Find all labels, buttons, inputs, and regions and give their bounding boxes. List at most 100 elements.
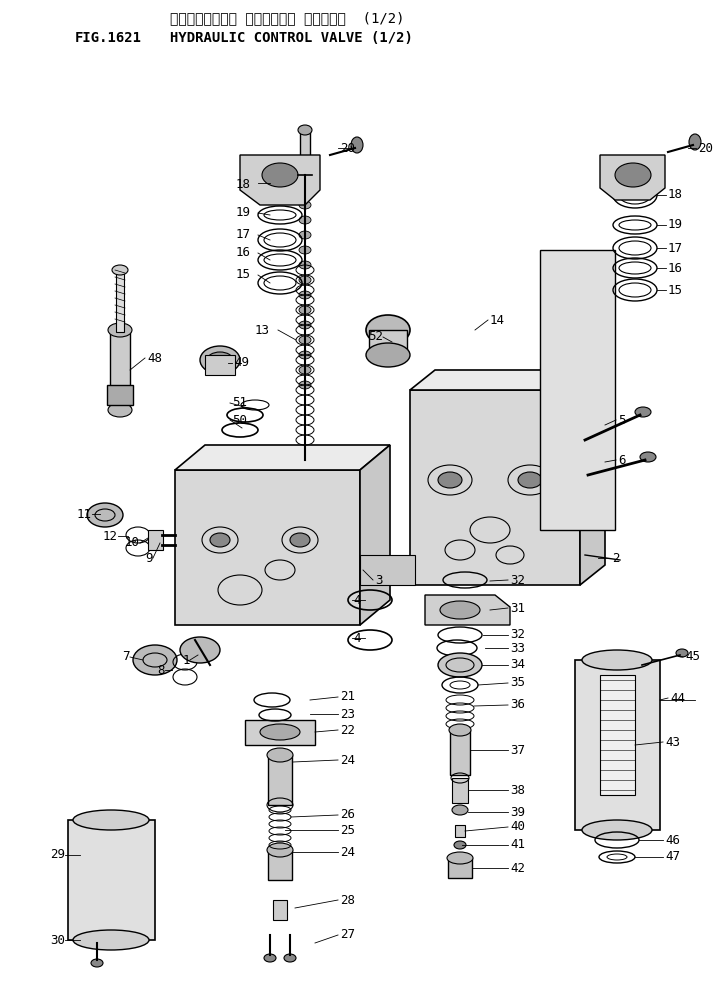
Text: 28: 28 <box>340 893 355 906</box>
Bar <box>450 730 470 775</box>
Bar <box>148 530 163 550</box>
Text: 19: 19 <box>668 218 683 231</box>
Ellipse shape <box>73 810 149 830</box>
Text: 16: 16 <box>236 247 251 260</box>
Ellipse shape <box>299 336 311 344</box>
Text: 1: 1 <box>183 653 190 666</box>
Text: ハイト゚ロリック コントロール パルプ  (1/2): ハイト゚ロリック コントロール パルプ (1/2) <box>170 11 405 25</box>
Text: 4: 4 <box>353 632 360 645</box>
Polygon shape <box>175 470 360 625</box>
Text: 36: 36 <box>510 699 525 711</box>
Text: 17: 17 <box>236 228 251 241</box>
Ellipse shape <box>108 323 132 337</box>
Text: 34: 34 <box>510 658 525 671</box>
Ellipse shape <box>582 650 652 670</box>
Text: 7: 7 <box>122 650 130 663</box>
Ellipse shape <box>299 306 311 314</box>
Polygon shape <box>410 370 605 390</box>
Ellipse shape <box>676 649 688 657</box>
Bar <box>600 675 635 795</box>
Ellipse shape <box>260 724 300 740</box>
Ellipse shape <box>290 533 310 547</box>
Text: 31: 31 <box>510 601 525 614</box>
Ellipse shape <box>635 407 651 417</box>
Ellipse shape <box>299 321 311 329</box>
Bar <box>452 778 468 803</box>
Ellipse shape <box>299 276 311 284</box>
Polygon shape <box>360 445 390 625</box>
Ellipse shape <box>299 231 311 239</box>
Text: 32: 32 <box>510 574 525 586</box>
Text: 44: 44 <box>670 692 685 705</box>
Ellipse shape <box>447 852 473 864</box>
Text: 10: 10 <box>125 536 140 549</box>
Ellipse shape <box>299 201 311 209</box>
Ellipse shape <box>210 533 230 547</box>
Ellipse shape <box>298 125 312 135</box>
Polygon shape <box>540 250 615 530</box>
Text: FIG.1621: FIG.1621 <box>75 31 142 45</box>
Text: 43: 43 <box>665 735 680 749</box>
Text: 3: 3 <box>375 574 382 586</box>
Text: 9: 9 <box>146 551 153 565</box>
Text: 14: 14 <box>490 314 505 327</box>
Text: 24: 24 <box>340 845 355 858</box>
Polygon shape <box>425 595 510 625</box>
Polygon shape <box>245 720 315 745</box>
Text: 5: 5 <box>618 413 625 426</box>
Ellipse shape <box>366 315 410 345</box>
Ellipse shape <box>452 805 468 815</box>
Ellipse shape <box>87 503 123 527</box>
Ellipse shape <box>299 261 311 269</box>
Text: 40: 40 <box>510 821 525 833</box>
Text: 27: 27 <box>340 929 355 942</box>
Text: 19: 19 <box>236 207 251 219</box>
Ellipse shape <box>438 653 482 677</box>
Ellipse shape <box>366 343 410 367</box>
Text: 17: 17 <box>668 241 683 255</box>
Text: 33: 33 <box>510 642 525 654</box>
Ellipse shape <box>615 163 651 187</box>
Ellipse shape <box>299 216 311 224</box>
Text: 20: 20 <box>340 142 355 154</box>
Ellipse shape <box>518 472 542 488</box>
Ellipse shape <box>267 843 293 857</box>
Text: 45: 45 <box>685 650 700 663</box>
Text: 16: 16 <box>668 262 683 275</box>
Text: 30: 30 <box>50 934 65 947</box>
Ellipse shape <box>262 163 298 187</box>
Ellipse shape <box>640 452 656 462</box>
Text: 32: 32 <box>510 629 525 642</box>
Text: 2: 2 <box>612 551 620 565</box>
Bar <box>268 850 292 880</box>
Ellipse shape <box>284 954 296 962</box>
Ellipse shape <box>299 351 311 359</box>
Ellipse shape <box>207 352 233 368</box>
Text: 50: 50 <box>232 413 247 426</box>
Ellipse shape <box>299 171 311 179</box>
Ellipse shape <box>91 959 103 967</box>
Polygon shape <box>175 445 390 470</box>
Text: 18: 18 <box>668 189 683 202</box>
Text: 41: 41 <box>510 838 525 851</box>
Ellipse shape <box>440 601 480 619</box>
Ellipse shape <box>267 748 293 762</box>
Bar <box>107 385 133 405</box>
Text: 39: 39 <box>510 806 525 819</box>
Text: 37: 37 <box>510 744 525 757</box>
Text: 38: 38 <box>510 783 525 796</box>
Text: 29: 29 <box>50 848 65 862</box>
Polygon shape <box>580 370 605 585</box>
Text: 23: 23 <box>340 707 355 720</box>
Text: 15: 15 <box>236 269 251 281</box>
Ellipse shape <box>689 134 701 150</box>
Text: 42: 42 <box>510 862 525 875</box>
Polygon shape <box>410 390 580 585</box>
Ellipse shape <box>449 724 471 736</box>
Ellipse shape <box>351 137 363 153</box>
Text: 20: 20 <box>698 142 713 154</box>
Text: 49: 49 <box>234 356 249 370</box>
Text: 25: 25 <box>340 824 355 836</box>
Polygon shape <box>68 820 155 940</box>
Text: 6: 6 <box>618 454 625 466</box>
